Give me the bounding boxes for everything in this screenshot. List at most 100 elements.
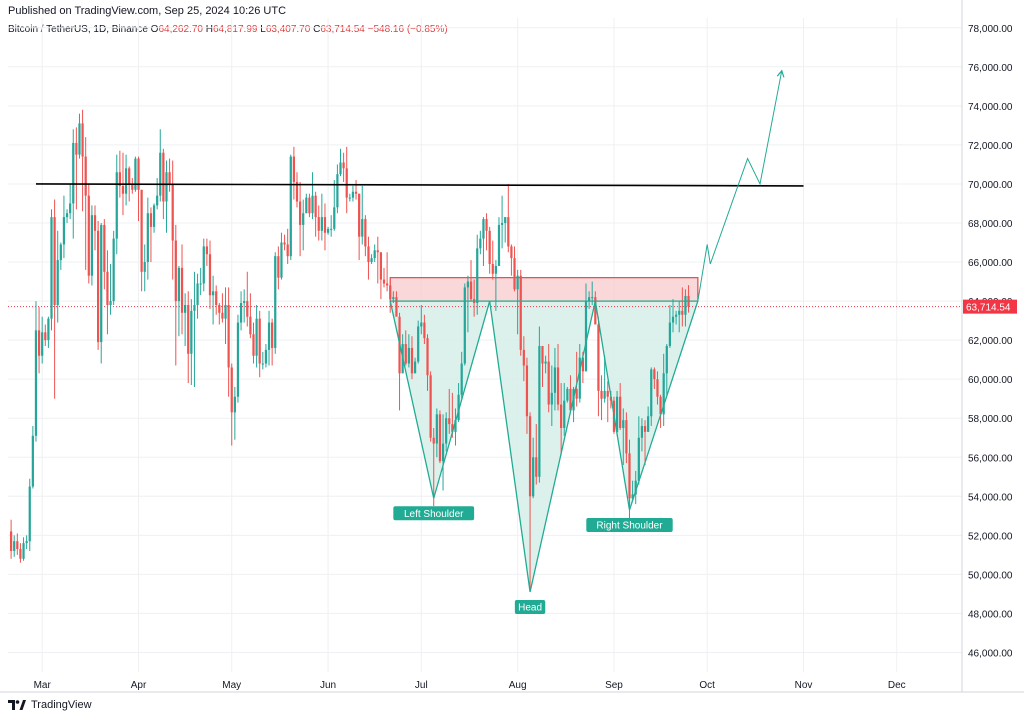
candle bbox=[168, 158, 171, 192]
candle bbox=[137, 156, 140, 222]
tradingview-logo-icon bbox=[8, 700, 26, 710]
candle bbox=[563, 383, 566, 436]
candle bbox=[429, 371, 432, 442]
candle bbox=[165, 160, 168, 233]
candle bbox=[665, 344, 668, 395]
candle bbox=[569, 375, 572, 411]
candle-body bbox=[385, 283, 389, 286]
candle bbox=[190, 299, 193, 386]
candle-body bbox=[584, 301, 588, 372]
candle bbox=[239, 291, 243, 331]
candle-body bbox=[556, 367, 560, 405]
candle bbox=[177, 265, 181, 337]
annotation-label: Left Shoulder bbox=[393, 506, 475, 521]
candle-body bbox=[171, 183, 174, 241]
open-label: O bbox=[150, 24, 159, 35]
candle bbox=[255, 304, 258, 368]
candle-body bbox=[298, 201, 302, 225]
candle bbox=[289, 154, 292, 261]
candle bbox=[544, 355, 547, 374]
candle-body bbox=[423, 322, 426, 339]
candle-body bbox=[569, 388, 572, 411]
candle bbox=[500, 195, 504, 249]
candle bbox=[404, 330, 407, 366]
candle-body bbox=[34, 330, 38, 436]
candle-body bbox=[283, 242, 286, 245]
y-tick-label: 60,000.00 bbox=[968, 375, 1013, 386]
candle bbox=[28, 478, 31, 551]
candle-body bbox=[504, 217, 507, 223]
candle-body bbox=[227, 304, 230, 368]
candle bbox=[420, 304, 423, 335]
candle bbox=[37, 306, 41, 374]
candle-body bbox=[395, 297, 398, 317]
candle bbox=[637, 416, 640, 485]
candle-body bbox=[541, 345, 544, 364]
candle bbox=[243, 289, 246, 323]
y-tick-label: 72,000.00 bbox=[968, 141, 1013, 152]
candle-body bbox=[513, 258, 516, 290]
candle bbox=[659, 394, 662, 428]
candle-body bbox=[463, 287, 466, 364]
candle-body bbox=[16, 541, 19, 550]
candle-body bbox=[671, 316, 675, 323]
candle bbox=[348, 193, 351, 202]
candle bbox=[180, 244, 184, 335]
candle-body bbox=[314, 195, 317, 218]
candle-body bbox=[491, 263, 494, 274]
candle bbox=[22, 537, 25, 561]
candle bbox=[476, 234, 479, 315]
x-tick-label: Aug bbox=[509, 680, 527, 691]
candle bbox=[423, 314, 426, 345]
candle-body bbox=[202, 246, 205, 284]
candle bbox=[53, 199, 56, 399]
pattern-triangle-fill bbox=[595, 301, 698, 510]
last-price-tag-text: 63,714.54 bbox=[966, 303, 1011, 314]
candle bbox=[410, 336, 414, 380]
candle-body bbox=[370, 258, 373, 263]
candle-body bbox=[277, 256, 280, 278]
candle-body bbox=[438, 414, 442, 462]
candle bbox=[398, 312, 401, 411]
y-tick-label: 54,000.00 bbox=[968, 492, 1013, 503]
candle bbox=[367, 236, 370, 280]
candle bbox=[647, 406, 650, 432]
candle bbox=[193, 271, 196, 387]
candle-body bbox=[647, 416, 650, 432]
candle-body bbox=[342, 162, 345, 169]
candle bbox=[115, 154, 118, 255]
candle bbox=[389, 279, 392, 313]
candle bbox=[625, 412, 628, 464]
candle-body bbox=[445, 418, 448, 444]
candle-body bbox=[361, 219, 364, 237]
candle-body bbox=[535, 457, 538, 477]
candle-body bbox=[339, 162, 342, 175]
candle bbox=[149, 207, 153, 263]
candle bbox=[69, 183, 72, 220]
candle bbox=[507, 183, 510, 253]
candle-body bbox=[112, 238, 115, 302]
candle-body bbox=[674, 314, 678, 317]
candle bbox=[587, 291, 591, 309]
candle-body bbox=[606, 390, 609, 397]
candle-body bbox=[78, 123, 81, 155]
symbol-name: Bitcoin / TetherUS, 1D, Binance bbox=[8, 24, 148, 35]
candle-body bbox=[485, 219, 488, 231]
candle bbox=[140, 189, 143, 292]
candle-body bbox=[550, 392, 553, 405]
candle bbox=[634, 470, 637, 505]
candle-body bbox=[193, 304, 196, 311]
candle bbox=[124, 154, 128, 206]
candle-body bbox=[264, 349, 268, 364]
candle-body bbox=[320, 217, 323, 231]
candle-body bbox=[302, 213, 305, 225]
candle-body bbox=[261, 363, 264, 365]
candle bbox=[674, 310, 678, 325]
candle-body bbox=[280, 242, 283, 278]
candle bbox=[668, 304, 672, 348]
candle bbox=[199, 267, 202, 296]
candle-body bbox=[628, 453, 631, 499]
candle bbox=[497, 217, 501, 266]
candle bbox=[541, 345, 544, 387]
